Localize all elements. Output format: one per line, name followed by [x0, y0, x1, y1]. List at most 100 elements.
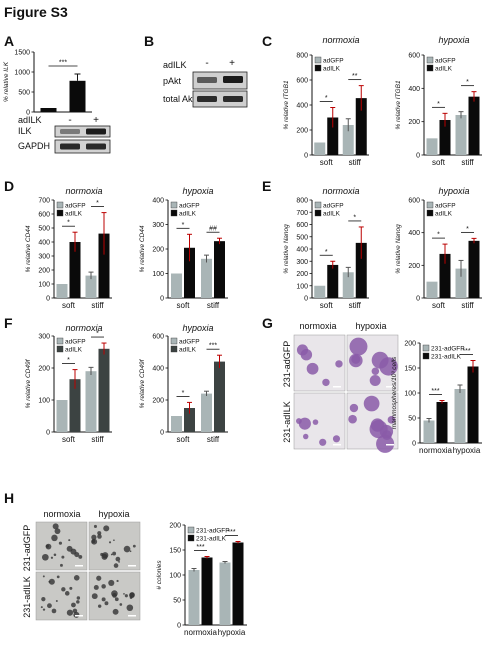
y-tick-label: 300 [38, 254, 50, 261]
colony [114, 597, 119, 602]
bar-control [56, 284, 68, 298]
colony [76, 596, 81, 600]
y-tick-label: 0 [160, 430, 164, 437]
mammosphere [303, 433, 309, 440]
colony [129, 592, 135, 599]
significance-mark: *** [431, 388, 439, 395]
colony [119, 603, 123, 606]
x-tick-label: normoxia [419, 446, 452, 455]
legend-swatch [170, 201, 178, 209]
panel-letter-f: F [4, 315, 13, 331]
panel-b-band-akt-minus [197, 96, 217, 102]
legend-swatch [170, 345, 178, 353]
y-tick-label: 0 [416, 153, 420, 160]
colony [40, 606, 43, 609]
colony [112, 551, 117, 556]
mammosphere [382, 430, 392, 440]
y-tick-label: 600 [38, 212, 50, 219]
chart-title: normoxia [322, 35, 359, 45]
legend-label: adGFP [65, 339, 86, 346]
colony [51, 534, 58, 542]
colony [91, 538, 98, 545]
bar-treatment [214, 241, 225, 298]
y-tick-label: 600 [408, 198, 420, 205]
significance-mark: * [466, 226, 469, 233]
mammosphere [300, 349, 313, 361]
scale-bar [386, 386, 394, 388]
y-axis-label: % relative Nanog [283, 224, 290, 274]
colony [52, 523, 59, 530]
colony [112, 593, 117, 598]
scale-bar [75, 615, 83, 617]
legend-label: adILK [65, 211, 83, 218]
y-tick-label: 400 [38, 240, 50, 247]
colony [45, 544, 49, 548]
y-axis-label: % relative Nanog [395, 224, 402, 274]
panel-h-row-adgfp: 231-adGFP [22, 525, 32, 572]
panel-h-image-adilk-hypoxia [88, 571, 141, 621]
panel-letter-c: C [262, 33, 272, 49]
panel-a-blot: adILK - + ILK GAPDH [18, 115, 111, 154]
colony [97, 534, 102, 539]
y-tick-label: 700 [38, 198, 50, 205]
y-tick-label: 0 [304, 153, 308, 160]
colony [101, 597, 106, 602]
x-tick-label: soft [320, 158, 334, 167]
panel-letter-e: E [262, 178, 271, 194]
colony [42, 575, 45, 578]
colony [124, 594, 128, 598]
y-tick-label: 400 [408, 230, 420, 237]
colony [64, 591, 70, 596]
mammosphere [379, 357, 398, 376]
figure-title: Figure S3 [4, 4, 68, 20]
colony [50, 556, 54, 559]
significance-mark: * [96, 200, 99, 207]
legend-label: adGFP [179, 203, 200, 210]
x-tick-label: soft [62, 435, 76, 444]
chart-c-hypoxia: 0 200 400 600 % relative ITGB1 hypoxia * soft * s… [395, 35, 482, 167]
bar-control [201, 258, 212, 298]
bar-control [56, 400, 68, 432]
y-tick-label: 200 [38, 268, 50, 275]
x-tick-label: soft [177, 435, 191, 444]
bar-treatment [98, 233, 110, 298]
colony [68, 539, 71, 542]
bar [40, 108, 57, 112]
panel-g-col-normoxia: normoxia [299, 321, 336, 331]
panel-h-image-adgfp-normoxia [35, 521, 88, 571]
bar-control [455, 115, 467, 155]
micrograph-background [35, 521, 88, 571]
legend-swatch [187, 526, 195, 534]
legend-swatch [426, 201, 434, 209]
colony [113, 563, 119, 568]
panel-h-row-adilk: 231-adILK [22, 576, 32, 618]
y-axis-label: # colonies [156, 560, 163, 590]
panel-a-band-ilk-plus [86, 128, 106, 135]
panel-letter-g: G [262, 315, 273, 331]
legend-label: adILK [323, 211, 341, 218]
mammosphere [312, 419, 319, 425]
legend-swatch [426, 64, 434, 72]
y-tick-label: 0 [46, 296, 50, 303]
chart-title: normoxia [322, 186, 359, 196]
y-tick-label: 600 [296, 222, 308, 229]
chart-title: hypoxia [438, 35, 469, 45]
y-tick-label: 300 [296, 259, 308, 266]
colony [41, 597, 46, 602]
colony [56, 575, 60, 579]
panel-g-image-adilk-hypoxia [346, 392, 399, 453]
chart-f-hypoxia: 0 200 400 600 % relative CD49f hypoxia * soft **… [139, 323, 228, 444]
significance-mark: * [437, 101, 440, 108]
y-tick-label: 1000 [14, 70, 30, 77]
x-tick-label: soft [177, 301, 191, 310]
significance-mark: * [67, 220, 70, 227]
colony [47, 603, 52, 609]
bar-control [342, 125, 354, 155]
mammosphere [335, 360, 343, 368]
bar-treatment [439, 253, 451, 298]
colony [69, 586, 73, 590]
chart-h: 0 50 100 150 200 # colonies *** normoxia *** hypo… [156, 523, 247, 637]
panel-g-micrographs: normoxia hypoxia 231-adGFP 231-adILK [282, 321, 399, 453]
panel-a-lane-minus: - [68, 115, 71, 126]
